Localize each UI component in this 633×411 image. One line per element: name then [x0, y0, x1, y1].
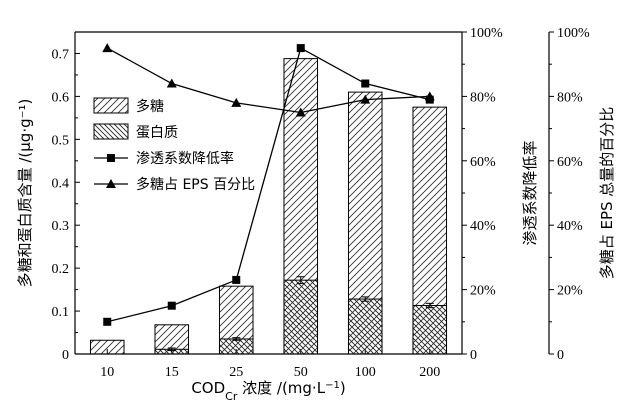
y-mid-title: 渗透系数降低率 — [521, 140, 539, 245]
permeability-line — [107, 47, 430, 323]
y-right-title: 多糖占 EPS 总量的百分比 — [598, 107, 616, 280]
y-left-tick-label: 0.7 — [52, 47, 70, 62]
permeability-marker — [167, 301, 176, 310]
legend-label-polysaccharide: 多糖 — [136, 98, 164, 115]
bar-polysaccharide — [89, 339, 125, 355]
y-mid-tick-label: 40% — [470, 219, 496, 234]
y-right-tick-label: 80% — [557, 90, 583, 105]
y-left-tick-label: 0.4 — [52, 176, 70, 191]
axis-titles: 多糖和蛋白质含量 /(μg·g⁻¹) 渗透系数降低率 多糖占 EPS 总量的百分比 C… — [16, 99, 616, 403]
y-left-tick-label: 0.5 — [52, 133, 70, 148]
y-right-tick-label: 40% — [557, 219, 583, 234]
eps-ratio-line — [106, 47, 430, 114]
x-tick-label: 10 — [100, 365, 114, 380]
y-mid-tick-label: 100% — [470, 26, 503, 41]
legend-marker-square — [107, 154, 115, 162]
bar-protein — [347, 298, 383, 355]
y-right-tick-label: 60% — [557, 155, 583, 170]
bar-protein — [283, 279, 319, 355]
y-left-tick-label: 0.1 — [52, 305, 70, 320]
eps-ratio-marker — [231, 97, 242, 107]
y-mid-tick-label: 20% — [470, 284, 496, 299]
bar-protein — [218, 338, 254, 355]
y-mid-tick-label: 60% — [470, 155, 496, 170]
legend-marker-triangle — [106, 179, 116, 188]
permeability-marker — [361, 79, 370, 88]
y-right-tick-label: 0 — [557, 348, 564, 363]
permeability-marker — [296, 44, 305, 53]
eps-ratio-marker — [102, 43, 113, 53]
eps-ratio-marker — [166, 78, 177, 88]
y-left-tick-label: 0.3 — [52, 219, 70, 234]
permeability-marker — [103, 317, 112, 326]
eps-ratio-marker — [424, 91, 435, 101]
x-tick-label: 15 — [165, 365, 179, 380]
legend-label-protein: 蛋白质 — [136, 125, 178, 141]
x-tick-label: 50 — [294, 365, 308, 380]
y-right-tick-label: 20% — [557, 284, 583, 299]
legend-swatch-protein — [93, 123, 129, 140]
x-tick-label: 200 — [419, 365, 440, 380]
x-tick-label: 100 — [355, 365, 376, 380]
x-axis-title: CODCr 浓度 /(mg·L−1) — [191, 379, 345, 403]
legend-swatch-polysaccharide — [93, 97, 129, 114]
y-left-tick-label: 0.6 — [52, 90, 70, 105]
y-right-tick-label: 100% — [557, 26, 590, 41]
eps-ratio-marker — [360, 94, 371, 104]
y-left-tick-label: 0.2 — [52, 262, 70, 277]
y-left-title: 多糖和蛋白质含量 /(μg·g⁻¹) — [16, 99, 34, 288]
permeability-marker — [232, 275, 241, 284]
legend-label-permeability: 渗透系数降低率 — [136, 150, 234, 167]
bar-protein — [412, 304, 448, 355]
legend-label-eps-ratio: 多糖占 EPS 百分比 — [136, 176, 255, 193]
lines-layer — [102, 43, 435, 326]
axes-layer: 0 0.1 0.2 0.3 0.4 0.5 0.6 0.7 0 0 20% 20% 40% 40% 60% 6… — [52, 26, 591, 380]
eps-ratio-marker — [295, 107, 306, 117]
y-left-tick-label: 0 — [62, 348, 69, 363]
y-mid-tick-label: 80% — [470, 90, 496, 105]
x-tick-label: 25 — [229, 365, 243, 380]
y-mid-tick-label: 0 — [470, 348, 477, 363]
